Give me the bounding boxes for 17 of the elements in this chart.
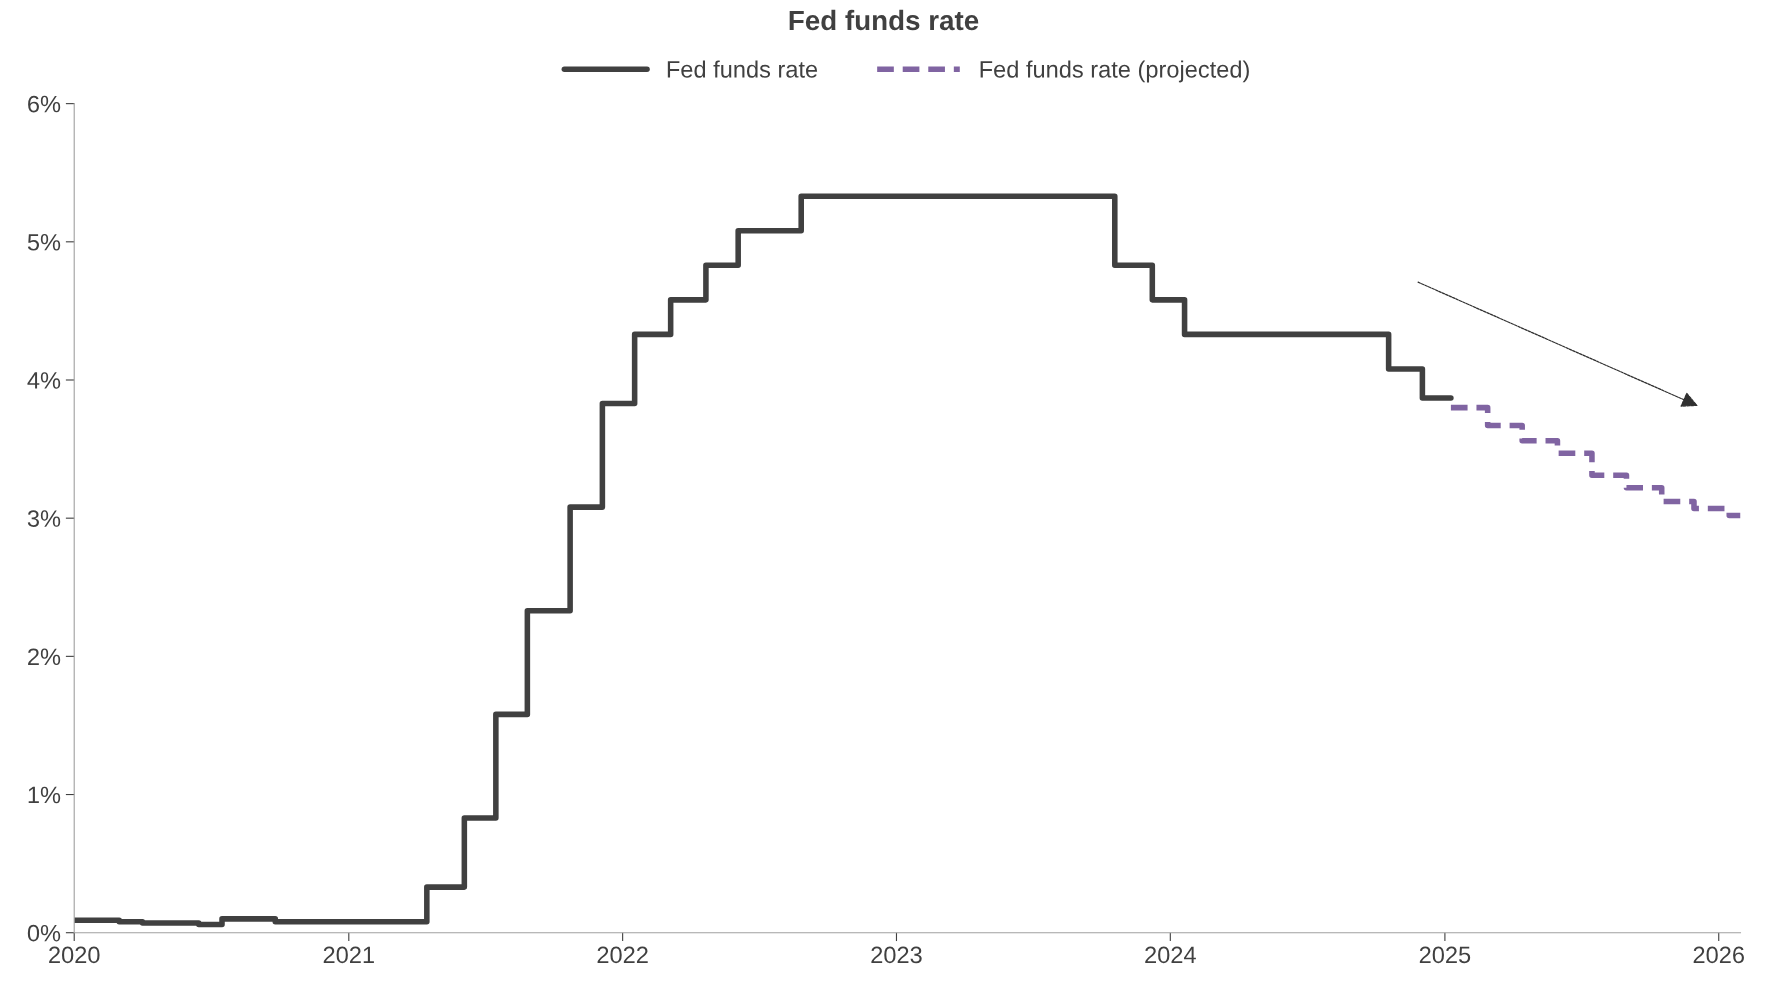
legend-label: Fed funds rate (projected) bbox=[980, 60, 1249, 83]
x-tick-label: 2020 bbox=[49, 946, 100, 964]
x-tick-label: 2026 bbox=[1693, 946, 1744, 964]
y-tick-label: 3% bbox=[27, 510, 61, 527]
x-tick-label: 2021 bbox=[323, 946, 374, 964]
legend-label: Fed funds rate bbox=[667, 60, 818, 78]
x-tick-label: 2023 bbox=[871, 946, 922, 964]
x-tick-label: 2024 bbox=[1145, 946, 1196, 964]
x-tick-label: 2022 bbox=[597, 946, 648, 964]
y-tick-label: 2% bbox=[28, 648, 61, 666]
y-tick-label: 0% bbox=[27, 924, 61, 942]
x-tick-label: 2025 bbox=[1419, 946, 1471, 964]
chart-title: Fed funds rate bbox=[789, 9, 979, 31]
y-tick-label: 6% bbox=[28, 95, 61, 113]
y-tick-label: 4% bbox=[27, 372, 61, 389]
y-tick-label: 1% bbox=[28, 786, 61, 804]
y-tick-label: 5% bbox=[27, 233, 61, 251]
